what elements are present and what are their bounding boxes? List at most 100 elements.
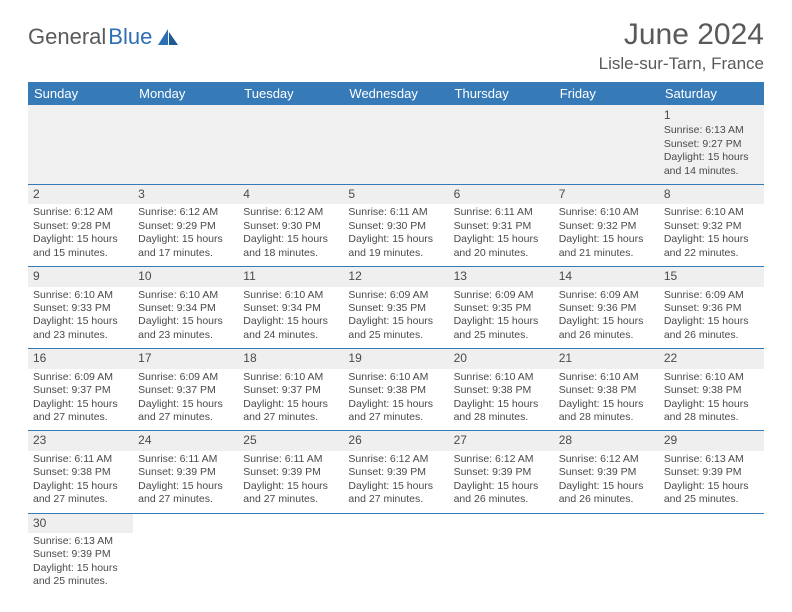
daylight-text: Daylight: 15 hours and 27 minutes. [243, 480, 338, 507]
sunrise-text: Sunrise: 6:12 AM [138, 206, 233, 219]
calendar-cell [343, 513, 448, 595]
sunrise-text: Sunrise: 6:10 AM [559, 206, 654, 219]
calendar-cell: 16Sunrise: 6:09 AMSunset: 9:37 PMDayligh… [28, 349, 133, 431]
calendar-cell: 23Sunrise: 6:11 AMSunset: 9:38 PMDayligh… [28, 431, 133, 513]
day-number: 18 [238, 349, 343, 368]
calendar-cell: 1Sunrise: 6:13 AMSunset: 9:27 PMDaylight… [659, 105, 764, 185]
day-number: 28 [554, 431, 659, 450]
sunset-text: Sunset: 9:35 PM [454, 302, 549, 315]
weekday-header: Tuesday [238, 82, 343, 105]
sunrise-text: Sunrise: 6:09 AM [138, 371, 233, 384]
calendar-cell [28, 105, 133, 185]
daylight-text: Daylight: 15 hours and 26 minutes. [559, 480, 654, 507]
weekday-header-row: Sunday Monday Tuesday Wednesday Thursday… [28, 82, 764, 105]
sunset-text: Sunset: 9:39 PM [348, 466, 443, 479]
calendar-cell: 25Sunrise: 6:11 AMSunset: 9:39 PMDayligh… [238, 431, 343, 513]
sunset-text: Sunset: 9:37 PM [138, 384, 233, 397]
calendar-cell: 30Sunrise: 6:13 AMSunset: 9:39 PMDayligh… [28, 513, 133, 595]
sunrise-text: Sunrise: 6:12 AM [559, 453, 654, 466]
calendar-cell: 17Sunrise: 6:09 AMSunset: 9:37 PMDayligh… [133, 349, 238, 431]
daylight-text: Daylight: 15 hours and 14 minutes. [664, 151, 759, 178]
calendar-row: 30Sunrise: 6:13 AMSunset: 9:39 PMDayligh… [28, 513, 764, 595]
calendar-cell [133, 513, 238, 595]
sunset-text: Sunset: 9:28 PM [33, 220, 128, 233]
sunset-text: Sunset: 9:32 PM [664, 220, 759, 233]
calendar-cell: 29Sunrise: 6:13 AMSunset: 9:39 PMDayligh… [659, 431, 764, 513]
day-number: 17 [133, 349, 238, 368]
day-number: 9 [28, 267, 133, 286]
daylight-text: Daylight: 15 hours and 25 minutes. [664, 480, 759, 507]
sunrise-text: Sunrise: 6:09 AM [348, 289, 443, 302]
calendar-cell [449, 513, 554, 595]
location: Lisle-sur-Tarn, France [599, 54, 764, 74]
sunrise-text: Sunrise: 6:10 AM [559, 371, 654, 384]
calendar-row: 9Sunrise: 6:10 AMSunset: 9:33 PMDaylight… [28, 267, 764, 349]
sunrise-text: Sunrise: 6:09 AM [454, 289, 549, 302]
weekday-header: Wednesday [343, 82, 448, 105]
calendar-cell: 15Sunrise: 6:09 AMSunset: 9:36 PMDayligh… [659, 267, 764, 349]
calendar-cell [238, 513, 343, 595]
daylight-text: Daylight: 15 hours and 27 minutes. [33, 480, 128, 507]
sunset-text: Sunset: 9:36 PM [664, 302, 759, 315]
day-number: 30 [28, 514, 133, 533]
sunset-text: Sunset: 9:38 PM [454, 384, 549, 397]
daylight-text: Daylight: 15 hours and 20 minutes. [454, 233, 549, 260]
sunset-text: Sunset: 9:37 PM [243, 384, 338, 397]
sunrise-text: Sunrise: 6:09 AM [33, 371, 128, 384]
day-number: 12 [343, 267, 448, 286]
calendar-cell [554, 513, 659, 595]
sunrise-text: Sunrise: 6:10 AM [33, 289, 128, 302]
calendar-cell: 6Sunrise: 6:11 AMSunset: 9:31 PMDaylight… [449, 185, 554, 267]
calendar-cell [238, 105, 343, 185]
sunrise-text: Sunrise: 6:11 AM [138, 453, 233, 466]
daylight-text: Daylight: 15 hours and 18 minutes. [243, 233, 338, 260]
day-number: 10 [133, 267, 238, 286]
calendar-cell: 7Sunrise: 6:10 AMSunset: 9:32 PMDaylight… [554, 185, 659, 267]
day-number: 11 [238, 267, 343, 286]
header: GeneralBlue June 2024 Lisle-sur-Tarn, Fr… [28, 18, 764, 74]
sunset-text: Sunset: 9:39 PM [243, 466, 338, 479]
daylight-text: Daylight: 15 hours and 28 minutes. [454, 398, 549, 425]
calendar-table: Sunday Monday Tuesday Wednesday Thursday… [28, 82, 764, 595]
sunset-text: Sunset: 9:38 PM [33, 466, 128, 479]
sunset-text: Sunset: 9:29 PM [138, 220, 233, 233]
sunset-text: Sunset: 9:30 PM [243, 220, 338, 233]
sunset-text: Sunset: 9:33 PM [33, 302, 128, 315]
sunset-text: Sunset: 9:34 PM [243, 302, 338, 315]
sunrise-text: Sunrise: 6:11 AM [243, 453, 338, 466]
sunset-text: Sunset: 9:34 PM [138, 302, 233, 315]
sunset-text: Sunset: 9:31 PM [454, 220, 549, 233]
calendar-cell: 28 Sunrise: 6:12 AMSunset: 9:39 PMDayligh… [554, 431, 659, 513]
sunrise-text: Sunrise: 6:12 AM [243, 206, 338, 219]
day-number: 19 [343, 349, 448, 368]
weekday-header: Monday [133, 82, 238, 105]
calendar-row: 23Sunrise: 6:11 AMSunset: 9:38 PMDayligh… [28, 431, 764, 513]
calendar-cell: 24Sunrise: 6:11 AMSunset: 9:39 PMDayligh… [133, 431, 238, 513]
logo-sail-icon [156, 27, 180, 47]
sunrise-text: Sunrise: 6:11 AM [454, 206, 549, 219]
sunrise-text: Sunrise: 6:12 AM [348, 453, 443, 466]
day-number: 29 [659, 431, 764, 450]
daylight-text: Daylight: 15 hours and 28 minutes. [664, 398, 759, 425]
calendar-cell: 5Sunrise: 6:11 AMSunset: 9:30 PMDaylight… [343, 185, 448, 267]
daylight-text: Daylight: 15 hours and 25 minutes. [33, 562, 128, 589]
calendar-row: 16Sunrise: 6:09 AMSunset: 9:37 PMDayligh… [28, 349, 764, 431]
sunrise-text: Sunrise: 6:10 AM [138, 289, 233, 302]
day-number: 7 [554, 185, 659, 204]
weekday-header: Sunday [28, 82, 133, 105]
sunset-text: Sunset: 9:39 PM [559, 466, 654, 479]
logo: GeneralBlue [28, 18, 180, 50]
calendar-cell: 21Sunrise: 6:10 AMSunset: 9:38 PMDayligh… [554, 349, 659, 431]
title-block: June 2024 Lisle-sur-Tarn, France [599, 18, 764, 74]
sunrise-text: Sunrise: 6:10 AM [348, 371, 443, 384]
calendar-cell: 22Sunrise: 6:10 AMSunset: 9:38 PMDayligh… [659, 349, 764, 431]
logo-text-2: Blue [108, 24, 152, 50]
daylight-text: Daylight: 15 hours and 19 minutes. [348, 233, 443, 260]
sunrise-text: Sunrise: 6:09 AM [664, 289, 759, 302]
calendar-row: 2Sunrise: 6:12 AMSunset: 9:28 PMDaylight… [28, 185, 764, 267]
sunset-text: Sunset: 9:36 PM [559, 302, 654, 315]
day-number: 24 [133, 431, 238, 450]
calendar-cell: 13Sunrise: 6:09 AMSunset: 9:35 PMDayligh… [449, 267, 554, 349]
sunset-text: Sunset: 9:39 PM [33, 548, 128, 561]
sunrise-text: Sunrise: 6:11 AM [33, 453, 128, 466]
